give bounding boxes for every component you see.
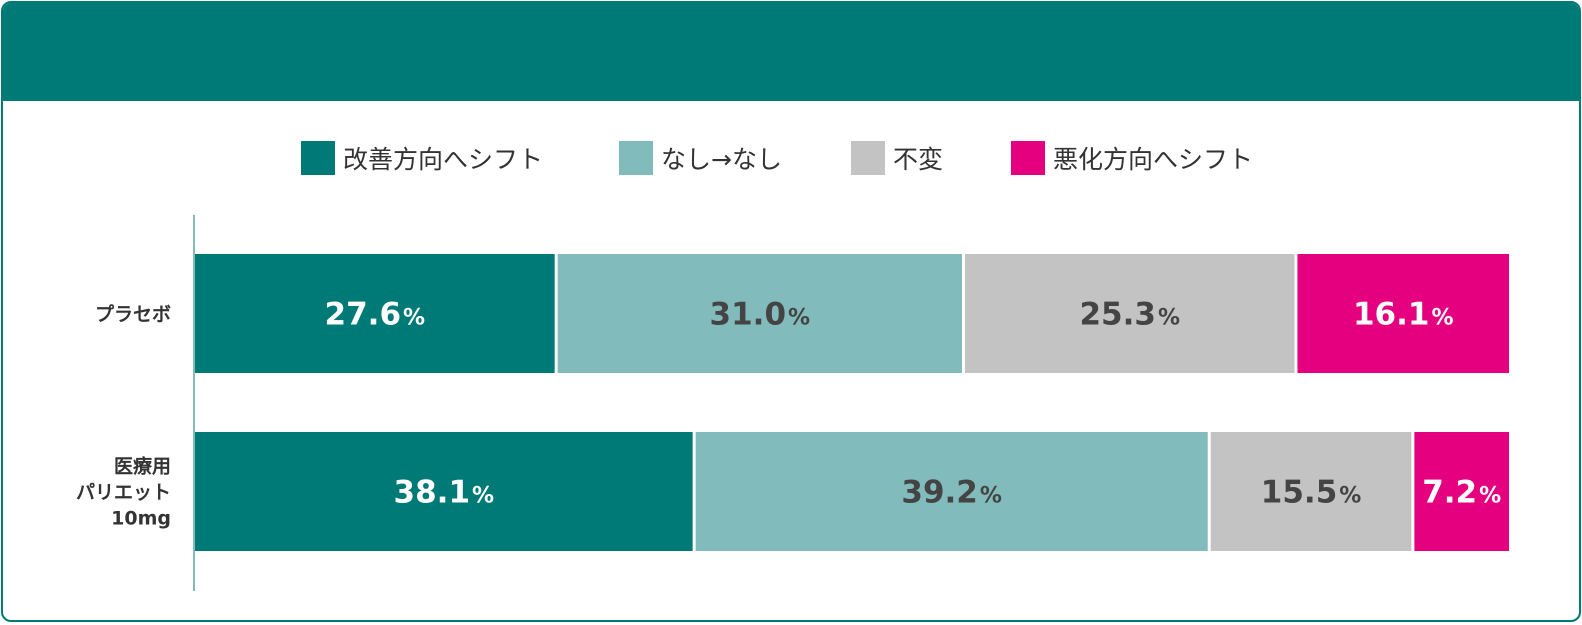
data-label-1-3: 7.2%: [1422, 475, 1501, 511]
data-label-0-0: 27.6%: [325, 297, 426, 333]
legend-swatch-2: [851, 141, 885, 175]
bar-segment-0-1: [557, 254, 963, 373]
legend: 改善方向へシフト なし→なし 不変 悪化方向へシフト: [301, 141, 1253, 175]
category-label-1-line-1: パリエット: [76, 482, 171, 504]
bar-segment-1-0: [195, 432, 693, 551]
card-header-band: [3, 3, 1579, 101]
bar-segment-0-0: [195, 254, 555, 373]
data-label-1-0: 38.1%: [394, 475, 495, 511]
bar-segment-1-2: [1210, 432, 1412, 551]
bar-segment-0-3: [1297, 254, 1509, 373]
data-label-0-1: 31.0%: [710, 297, 811, 333]
bar-segment-0-2: [965, 254, 1295, 373]
category-label-1-line-0: 医療用: [114, 455, 171, 478]
legend-swatch-3: [1011, 141, 1045, 175]
legend-label-1: なし→なし: [661, 145, 782, 174]
bar-segment-1-1: [695, 432, 1208, 551]
category-label-1-line-2: 10mg: [111, 508, 171, 530]
legend-label-2: 不変: [893, 145, 943, 174]
data-label-0-3: 16.1%: [1353, 297, 1454, 333]
data-label-1-1: 39.2%: [901, 475, 1002, 511]
category-label-0-line-0: プラセボ: [95, 303, 171, 326]
legend-label-0: 改善方向へシフト: [343, 145, 543, 174]
bar-segment-1-3: [1414, 432, 1509, 551]
bars: 27.6% 31.0% 25.3% 16.1% 38.1% 39.2% 15.5% 7.2%: [195, 254, 1509, 551]
legend-swatch-0: [301, 141, 335, 175]
data-label-0-2: 25.3%: [1079, 297, 1180, 333]
data-label-1-2: 15.5%: [1261, 475, 1362, 511]
legend-label-3: 悪化方向へシフト: [1053, 145, 1253, 174]
legend-swatch-1: [619, 141, 653, 175]
